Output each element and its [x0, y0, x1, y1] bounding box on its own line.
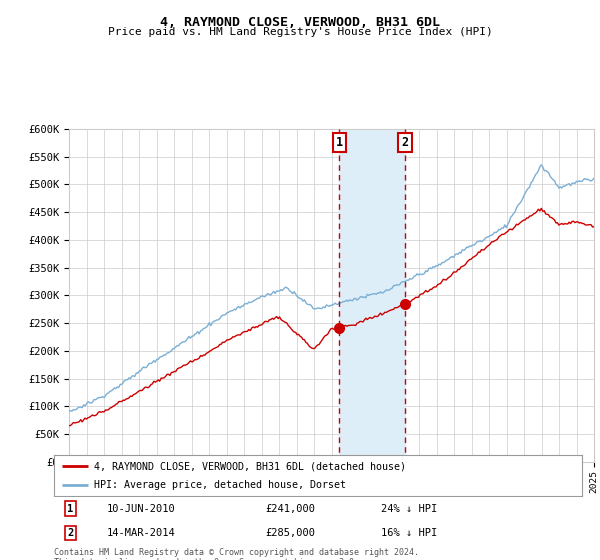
Text: 10-JUN-2010: 10-JUN-2010 — [107, 503, 176, 514]
Text: Contains HM Land Registry data © Crown copyright and database right 2024.
This d: Contains HM Land Registry data © Crown c… — [54, 548, 419, 560]
Text: 4, RAYMOND CLOSE, VERWOOD, BH31 6DL (detached house): 4, RAYMOND CLOSE, VERWOOD, BH31 6DL (det… — [94, 461, 406, 471]
Text: 4, RAYMOND CLOSE, VERWOOD, BH31 6DL: 4, RAYMOND CLOSE, VERWOOD, BH31 6DL — [160, 16, 440, 29]
Text: 14-MAR-2014: 14-MAR-2014 — [107, 528, 176, 538]
Text: 2: 2 — [67, 528, 73, 538]
Text: Price paid vs. HM Land Registry's House Price Index (HPI): Price paid vs. HM Land Registry's House … — [107, 27, 493, 37]
Text: £285,000: £285,000 — [265, 528, 315, 538]
Bar — [339, 129, 405, 462]
Text: 2: 2 — [401, 136, 409, 149]
Text: 16% ↓ HPI: 16% ↓ HPI — [382, 528, 437, 538]
Text: 1: 1 — [67, 503, 73, 514]
Text: £241,000: £241,000 — [265, 503, 315, 514]
Text: 24% ↓ HPI: 24% ↓ HPI — [382, 503, 437, 514]
Text: 1: 1 — [335, 136, 343, 149]
Text: HPI: Average price, detached house, Dorset: HPI: Average price, detached house, Dors… — [94, 480, 346, 489]
